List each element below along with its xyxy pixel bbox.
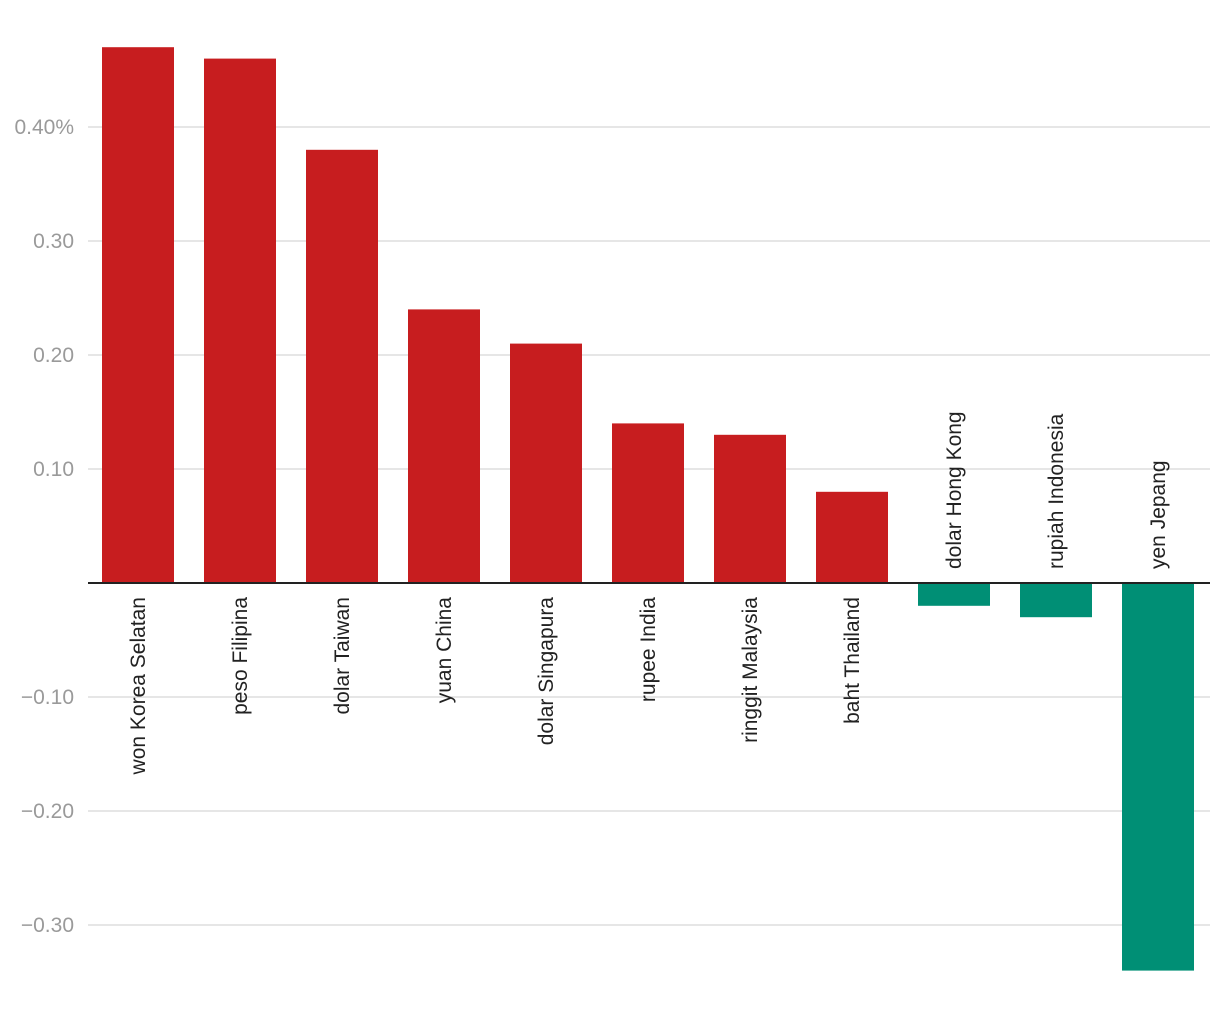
y-tick-label: −0.10	[21, 686, 74, 709]
category-label: ringgit Malaysia	[739, 597, 762, 743]
y-tick-label: 0.20	[33, 344, 74, 367]
bar	[510, 343, 582, 583]
category-label: yuan China	[433, 597, 456, 704]
category-label: rupee India	[637, 597, 660, 702]
category-labels: won Korea Selatan peso Filipina dolar Taiw…	[127, 411, 1170, 775]
bar	[408, 309, 480, 583]
bar	[612, 423, 684, 583]
category-label: dolar Singapura	[535, 597, 558, 746]
bars	[102, 47, 1194, 971]
category-label: rupiah Indonesia	[1045, 413, 1068, 569]
category-label: dolar Taiwan	[331, 597, 354, 715]
bar	[1122, 583, 1194, 971]
category-label: peso Filipina	[229, 597, 252, 715]
bar	[816, 491, 888, 583]
category-label: yen Jepang	[1147, 460, 1170, 569]
y-tick-label: 0.30	[33, 230, 74, 253]
bar	[306, 149, 378, 584]
bar	[1020, 583, 1092, 618]
category-label: baht Thailand	[841, 597, 864, 724]
y-tick-label: 0.10	[33, 458, 74, 481]
category-label: dolar Hong Kong	[943, 411, 966, 569]
bar	[102, 47, 174, 583]
y-tick-label: 0.40%	[14, 116, 74, 139]
category-label: won Korea Selatan	[127, 597, 150, 775]
y-tick-label: −0.20	[21, 800, 74, 823]
y-axis-ticks: 0.40% 0.30 0.20 0.10 −0.10 −0.20 −0.30	[14, 116, 74, 937]
bar	[204, 58, 276, 584]
bar	[918, 583, 990, 606]
y-tick-label: −0.30	[21, 914, 74, 937]
bar	[714, 434, 786, 583]
